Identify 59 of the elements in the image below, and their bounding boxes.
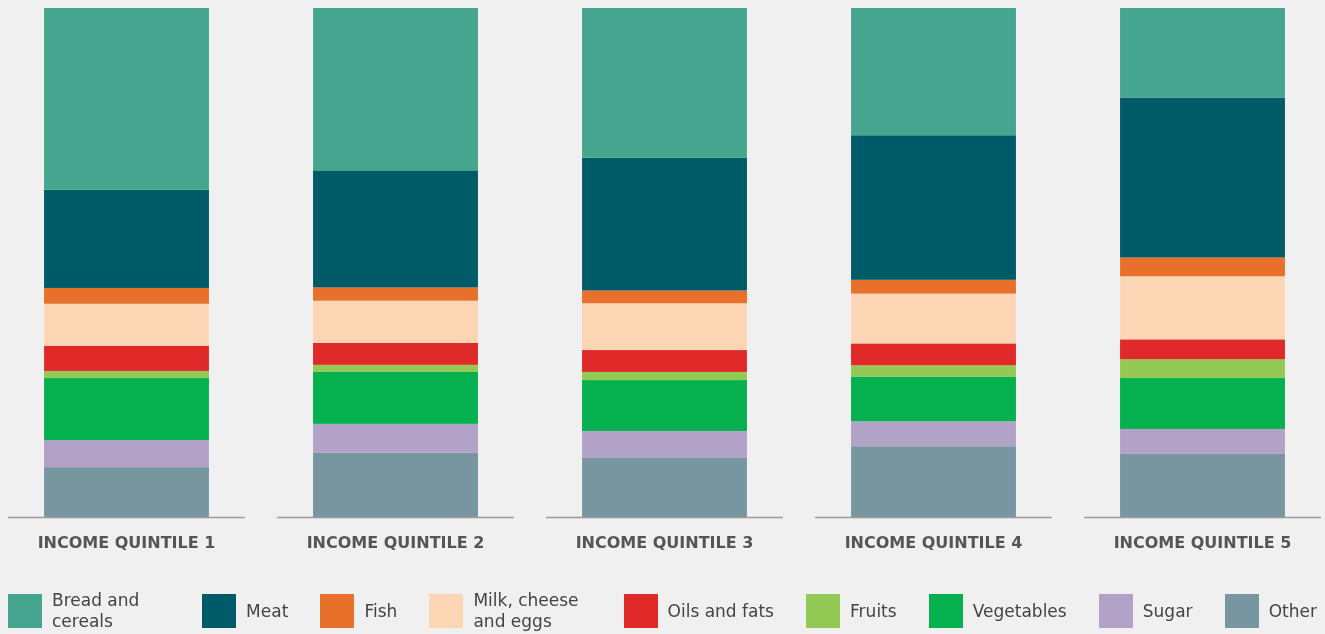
bar bbox=[1120, 97, 1285, 258]
bar bbox=[313, 300, 478, 343]
legend-label: Sugar bbox=[1142, 600, 1193, 622]
legend-label: Meat bbox=[246, 600, 289, 622]
bar bbox=[582, 8, 747, 158]
bar bbox=[1120, 453, 1285, 517]
bar bbox=[1120, 378, 1285, 429]
bar bbox=[851, 446, 1016, 517]
x-tick-label: INCOME QUINTILE 4 bbox=[844, 533, 1023, 552]
bar bbox=[44, 378, 209, 441]
bar bbox=[313, 8, 478, 171]
x-tick-label: INCOME QUINTILE 1 bbox=[37, 533, 216, 552]
bar bbox=[1120, 257, 1285, 277]
bar bbox=[1120, 8, 1285, 98]
bar bbox=[313, 452, 478, 517]
bar bbox=[851, 343, 1016, 366]
legend-label: Bread and cereals bbox=[52, 590, 141, 632]
bar bbox=[1120, 339, 1285, 360]
bar bbox=[851, 135, 1016, 280]
bar bbox=[313, 364, 478, 372]
legend-label: Vegetables bbox=[972, 600, 1067, 622]
bar bbox=[44, 467, 209, 517]
bar bbox=[313, 342, 478, 365]
bar bbox=[313, 287, 478, 301]
legend-label: Oils and fats bbox=[667, 600, 774, 622]
bar bbox=[582, 457, 747, 517]
bar bbox=[313, 371, 478, 424]
bar bbox=[582, 380, 747, 431]
x-tick-label: INCOME QUINTILE 3 bbox=[575, 533, 754, 552]
bar bbox=[44, 189, 209, 288]
bar bbox=[582, 371, 747, 381]
bar bbox=[851, 8, 1016, 136]
x-tick-label: INCOME QUINTILE 2 bbox=[306, 533, 485, 552]
bar bbox=[851, 376, 1016, 422]
x-tick-label: INCOME QUINTILE 5 bbox=[1113, 533, 1292, 552]
legend-label: Fruits bbox=[850, 600, 897, 622]
bar bbox=[851, 279, 1016, 294]
bar bbox=[1120, 276, 1285, 340]
bar bbox=[1120, 359, 1285, 379]
bar bbox=[44, 287, 209, 304]
bar bbox=[582, 157, 747, 291]
bar bbox=[582, 303, 747, 351]
bar bbox=[44, 370, 209, 379]
legend-label: Milk, cheese and eggs bbox=[473, 590, 580, 632]
bar bbox=[851, 293, 1016, 344]
bar bbox=[851, 365, 1016, 377]
bar bbox=[582, 350, 747, 372]
bar bbox=[313, 423, 478, 453]
bar bbox=[44, 345, 209, 371]
bar bbox=[582, 430, 747, 458]
legend-label: Other bbox=[1268, 600, 1317, 622]
bar bbox=[851, 421, 1016, 447]
bar bbox=[313, 170, 478, 288]
bar bbox=[582, 290, 747, 304]
bar bbox=[44, 8, 209, 190]
bar bbox=[1120, 428, 1285, 454]
bar bbox=[44, 303, 209, 346]
legend-label: Fish bbox=[364, 600, 398, 622]
bar bbox=[44, 440, 209, 468]
